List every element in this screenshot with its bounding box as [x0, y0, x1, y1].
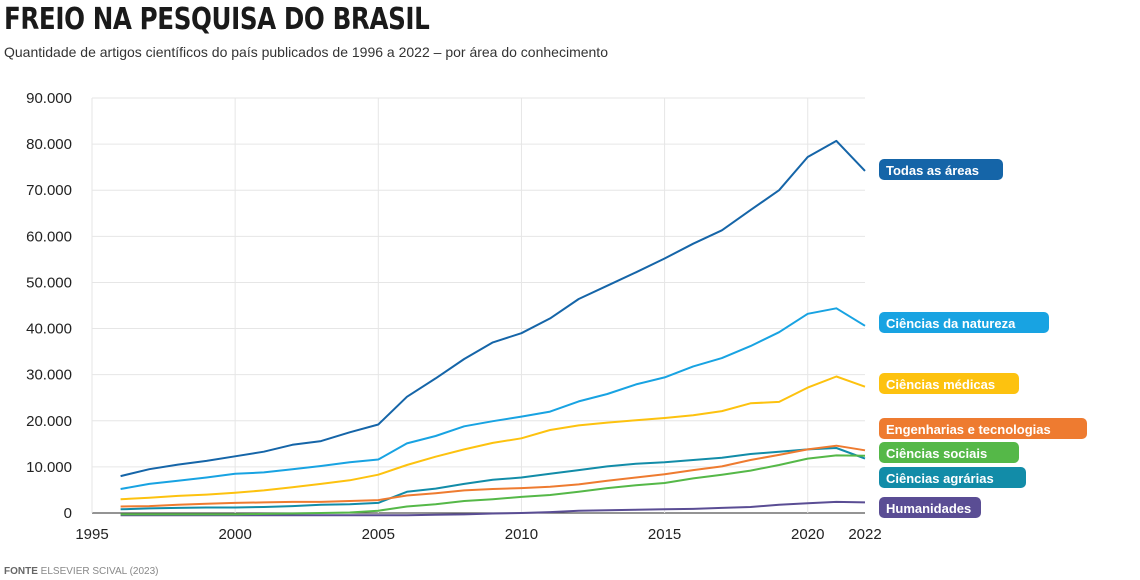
series-line — [120, 375, 866, 501]
series-line — [120, 447, 866, 511]
series-line — [120, 307, 866, 490]
y-tick-label: 50.000 — [26, 274, 72, 291]
series-label: Todas as áreas — [879, 159, 1003, 180]
series-label: Engenharias e tecnologias — [879, 418, 1087, 439]
series-line — [120, 500, 866, 517]
source-text: ELSEVIER SCIVAL (2023) — [40, 566, 159, 577]
series-labels: Todas as áreas Ciências da natureza Ciênci… — [879, 159, 1087, 518]
series-label-badge — [879, 497, 981, 518]
series-label-text: Todas as áreas — [886, 163, 979, 178]
x-tick-label: 2022 — [848, 526, 881, 543]
source-label: FONTE — [4, 566, 38, 577]
series-line — [120, 444, 866, 508]
y-tick-label: 70.000 — [26, 182, 72, 199]
chart-subtitle: Quantidade de artigos científicos do paí… — [4, 44, 608, 60]
y-tick-label: 60.000 — [26, 228, 72, 245]
y-tick-label: 80.000 — [26, 136, 72, 153]
y-tick-label: 10.000 — [26, 459, 72, 476]
series-line — [120, 454, 866, 516]
x-tick-label: 2005 — [362, 526, 395, 543]
series-label-badge — [879, 467, 1026, 488]
series-label: Ciências médicas — [879, 373, 1019, 394]
x-axis-ticks: 1995 2000 2005 2010 2015 2020 2022 — [75, 526, 881, 543]
series-label-text: Ciências sociais — [886, 446, 987, 461]
series-label-badge — [879, 442, 1019, 463]
y-tick-label: 90.000 — [26, 90, 72, 107]
series-lines — [120, 139, 866, 517]
series-label-badge — [879, 312, 1049, 333]
series-label-badge — [879, 418, 1087, 439]
series-label-badge — [879, 373, 1019, 394]
series-label-text: Ciências médicas — [886, 377, 995, 392]
chart-title: FREIO NA PESQUISA DO BRASIL — [4, 2, 430, 37]
x-tick-label: 2010 — [505, 526, 538, 543]
series-label: Ciências da natureza — [879, 312, 1049, 333]
series-label-text: Ciências agrárias — [886, 471, 994, 486]
x-tick-label: 2020 — [791, 526, 824, 543]
x-tick-label: 2000 — [218, 526, 251, 543]
y-tick-label: 0 — [64, 505, 72, 522]
x-tick-label: 1995 — [75, 526, 108, 543]
y-axis-ticks: 0 10.000 20.000 30.000 40.000 50.000 60.000 70.… — [26, 90, 72, 522]
series-label: Ciências agrárias — [879, 467, 1026, 488]
y-tick-label: 30.000 — [26, 367, 72, 384]
y-tick-label: 40.000 — [26, 321, 72, 338]
series-label: Ciências sociais — [879, 442, 1019, 463]
series-label-text: Ciências da natureza — [886, 316, 1016, 331]
grid-lines — [91, 97, 865, 514]
series-label-badge — [879, 159, 1003, 180]
series-label: Humanidades — [879, 497, 981, 518]
x-tick-label: 2015 — [648, 526, 681, 543]
y-tick-label: 20.000 — [26, 413, 72, 430]
series-line — [120, 139, 866, 478]
series-label-text: Engenharias e tecnologias — [886, 422, 1051, 437]
series-label-text: Humanidades — [886, 501, 971, 516]
source-note: FONTE ELSEVIER SCIVAL (2023) — [4, 566, 159, 577]
